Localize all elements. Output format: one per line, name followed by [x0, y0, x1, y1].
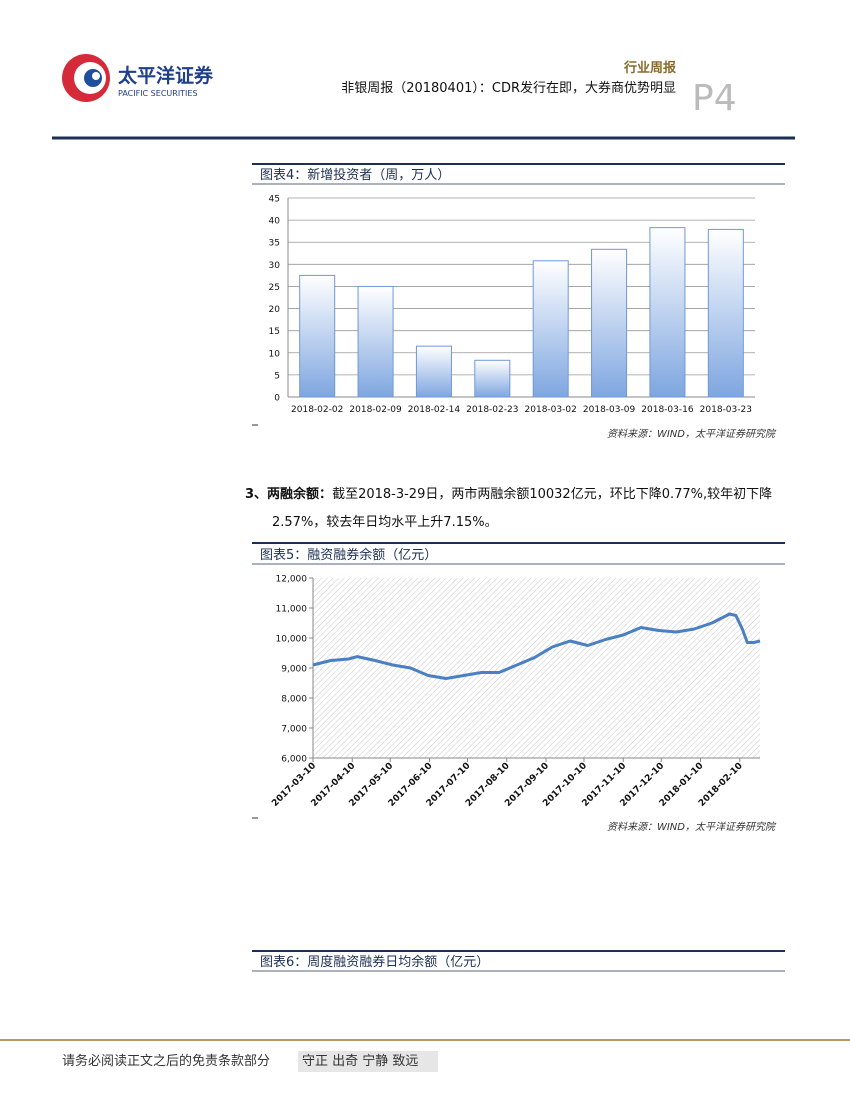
source: 资料来源：WIND，太平洋证券研究院 — [607, 428, 777, 440]
figure-caption: 图表6：周度融资融券日均余额（亿元） — [260, 954, 489, 970]
bar — [357, 285, 394, 398]
y-tick-label: 10 — [269, 349, 281, 359]
y-tick-label: 9,000 — [281, 665, 307, 675]
y-tick-label: 45 — [269, 195, 280, 205]
footer-motto: 守正 出奇 宁静 致远 — [302, 1053, 418, 1069]
x-tick-label: 2018-02-23 — [466, 405, 518, 415]
bar — [474, 359, 511, 398]
y-tick-label: 11,000 — [276, 605, 308, 615]
bar — [299, 274, 336, 398]
y-tick-label: 7,000 — [281, 725, 307, 735]
x-tick-label: 2018-03-09 — [583, 405, 636, 415]
logo — [62, 54, 110, 102]
y-tick-label: 30 — [269, 261, 281, 271]
report-title: 非银周报（20180401）：CDR发行在即，大券商优势明显 — [341, 80, 676, 96]
bar — [707, 228, 744, 398]
y-tick-label: 8,000 — [281, 695, 307, 705]
y-tick-label: 35 — [269, 239, 280, 249]
report-type: 行业周报 — [623, 60, 677, 76]
bar — [532, 260, 569, 398]
item-heading: 两融余额： — [267, 487, 333, 502]
x-tick-label: 2018-02-02 — [291, 405, 343, 415]
paragraph: 3、两融余额：截至2018-3-29日，两市两融余额10032亿元，环比下降0.… — [245, 481, 802, 537]
item-text: 截至2018-3-29日，两市两融余额10032亿元，环比下降0.77%,较年初… — [272, 487, 773, 530]
plot-area — [313, 578, 760, 758]
logo-subtext: PACIFIC SECURITIES — [118, 89, 198, 98]
bar — [591, 248, 628, 398]
x-tick-label: 2018-02-14 — [408, 405, 461, 415]
item-number: 3、 — [245, 487, 268, 502]
y-tick-label: 12,000 — [276, 575, 308, 585]
figure-caption: 图表4：新增投资者（周，万人） — [260, 167, 450, 183]
figure-caption: 图表5：融资融券余额（亿元） — [260, 547, 437, 563]
bar — [649, 227, 686, 398]
y-tick-label: 6,000 — [281, 755, 307, 765]
y-tick-label: 25 — [269, 283, 280, 293]
logo-text: 太平洋证券 — [118, 64, 214, 87]
y-tick-label: 10,000 — [276, 635, 308, 645]
x-tick-label: 2018-03-16 — [641, 405, 694, 415]
x-tick-label: 2018-02-09 — [349, 405, 402, 415]
y-tick-label: 20 — [269, 305, 281, 315]
footer-motto-bg — [298, 1051, 438, 1072]
source: 资料来源：WIND，太平洋证券研究院 — [607, 821, 777, 833]
x-tick-label: 2018-03-02 — [525, 405, 577, 415]
x-tick-label: 2018-03-23 — [700, 405, 752, 415]
y-tick-label: 5 — [274, 371, 280, 381]
data-line — [312, 612, 761, 680]
page-number: P4 — [692, 78, 737, 119]
y-tick-label: 15 — [269, 327, 280, 337]
bar — [415, 345, 452, 398]
y-tick-label: 40 — [269, 217, 281, 227]
footer-disclaimer: 请务必阅读正文之后的免责条款部分 — [62, 1053, 270, 1069]
y-tick-label: 0 — [274, 394, 280, 404]
